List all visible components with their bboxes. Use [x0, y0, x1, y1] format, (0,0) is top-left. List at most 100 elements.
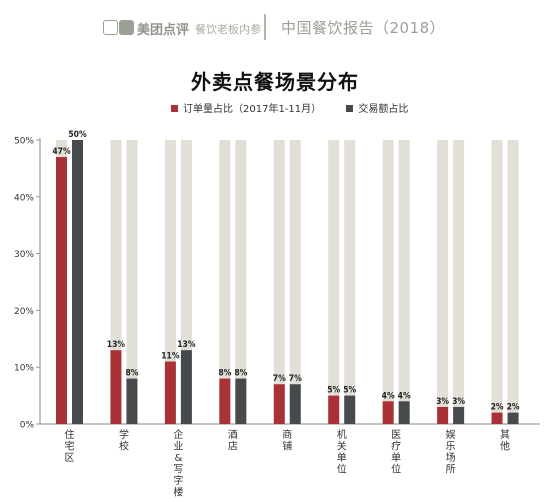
data-label-trade: 8%	[125, 369, 138, 379]
data-label-order: 2%	[491, 403, 504, 413]
bar-track	[507, 140, 519, 424]
data-label-order: 7%	[273, 374, 286, 384]
x-tick-label-char: 位	[337, 463, 347, 476]
bar-track	[398, 140, 410, 424]
bar-order	[491, 412, 503, 424]
bar-track	[164, 140, 176, 424]
bar-order	[219, 378, 231, 424]
brand-logo-icon	[103, 20, 118, 35]
x-tick-label-char: 关	[337, 440, 347, 453]
data-label-trade: 4%	[398, 391, 411, 401]
brand-slogan: 餐饮老板内参	[195, 23, 261, 36]
x-tick-label-char: 所	[446, 464, 456, 476]
x-tick-label-char: 校	[119, 440, 129, 453]
x-tick-label-char: 酒	[228, 429, 238, 441]
y-tick-label: 20%	[14, 307, 34, 317]
x-tick-label-char: 场	[446, 451, 456, 464]
bar-trade	[398, 401, 410, 424]
x-tick-label-char: 住	[65, 428, 75, 441]
x-tick-label-char: 楼	[173, 486, 183, 499]
x-tick-label-char: 业	[173, 441, 183, 453]
bar-track	[453, 140, 465, 424]
y-tick-label: 0%	[20, 421, 35, 431]
bar-trade	[344, 395, 356, 424]
x-tick-label-char: 店	[228, 440, 238, 453]
x-tick-label-char: 位	[391, 463, 401, 476]
x-tick-label-char: 宅	[65, 440, 75, 453]
bar-order	[437, 406, 449, 424]
x-tick-label-char: 学	[119, 428, 129, 441]
bar-track	[126, 140, 138, 424]
bar-order	[164, 361, 176, 424]
y-tick-label: 30%	[14, 250, 34, 260]
y-tick-label: 40%	[14, 193, 34, 203]
data-label-order: 5%	[327, 386, 340, 396]
data-label-trade: 50%	[68, 130, 87, 140]
report-header: 美团点评 餐饮老板内参 中国餐饮报告（2018）	[0, 0, 550, 58]
bar-trade	[507, 412, 519, 424]
bar-track	[328, 140, 340, 424]
legend-item-trade: 交易额占比	[346, 100, 408, 115]
bar-track	[110, 140, 122, 424]
header-divider	[264, 14, 266, 40]
x-tick-label-char: 字	[173, 474, 183, 487]
bar-track	[235, 140, 247, 424]
brand-logo-mark-icon	[119, 20, 134, 35]
legend-label-trade: 交易额占比	[358, 104, 409, 115]
bar-track	[219, 140, 231, 424]
x-tick-label-char: 铺	[282, 440, 292, 453]
x-tick-label-char: 区	[65, 452, 75, 464]
data-label-trade: 3%	[452, 397, 465, 407]
data-label-order: 8%	[218, 369, 231, 379]
bar-trade	[453, 406, 465, 424]
y-tick-label: 10%	[14, 364, 34, 374]
data-label-trade: 13%	[177, 340, 196, 350]
bar-order	[382, 401, 394, 424]
data-label-order: 11%	[161, 352, 180, 362]
bar-track	[382, 140, 394, 424]
chart-title: 外卖点餐场景分布	[191, 70, 359, 94]
bar-order	[273, 384, 285, 424]
bar-trade	[235, 378, 247, 424]
bar-track	[289, 140, 301, 424]
x-tick-label-char: 其	[500, 429, 510, 441]
bar-order	[110, 350, 122, 424]
data-label-order: 47%	[52, 147, 71, 157]
bar-track	[344, 140, 356, 424]
x-tick-label-char: 写	[173, 464, 183, 476]
x-tick-label-char: &	[174, 453, 182, 464]
bar-trade	[289, 384, 301, 424]
bar-order	[56, 157, 67, 425]
data-label-trade: 2%	[507, 403, 520, 413]
bar-track	[273, 140, 285, 424]
data-label-order: 3%	[436, 397, 449, 407]
legend-swatch-order	[171, 105, 178, 112]
bar-trade	[180, 350, 192, 424]
data-label-trade: 8%	[234, 369, 247, 379]
bar-order	[328, 395, 340, 424]
report-title: 中国餐饮报告（2018）	[281, 19, 446, 37]
legend-swatch-trade	[346, 105, 354, 112]
y-tick-label: 50%	[14, 137, 34, 147]
x-tick-label-char: 疗	[391, 440, 401, 453]
data-label-order: 13%	[107, 340, 126, 350]
legend-item-order: 订单量占比（2017年1-11月）	[171, 100, 321, 115]
bar-trade	[126, 378, 138, 424]
x-tick-label-char: 他	[500, 440, 510, 453]
data-label-trade: 7%	[289, 374, 302, 384]
x-tick-label-char: 乐	[446, 441, 456, 453]
chart-legend: 订单量占比（2017年1-11月） 交易额占比	[171, 100, 430, 115]
x-tick-label-char: 医	[391, 429, 401, 441]
x-tick-label-char: 企	[173, 428, 183, 441]
x-tick-label-char: 单	[391, 452, 401, 464]
brand-name: 美团点评	[137, 23, 190, 38]
bar-track	[180, 140, 192, 424]
bar-trade	[72, 140, 83, 424]
x-tick-label-char: 机	[337, 428, 347, 441]
x-tick-label-char: 单	[337, 452, 347, 464]
bar-track	[491, 140, 503, 424]
data-label-order: 4%	[382, 391, 395, 401]
data-label-trade: 5%	[343, 386, 356, 396]
bar-track	[437, 140, 449, 424]
